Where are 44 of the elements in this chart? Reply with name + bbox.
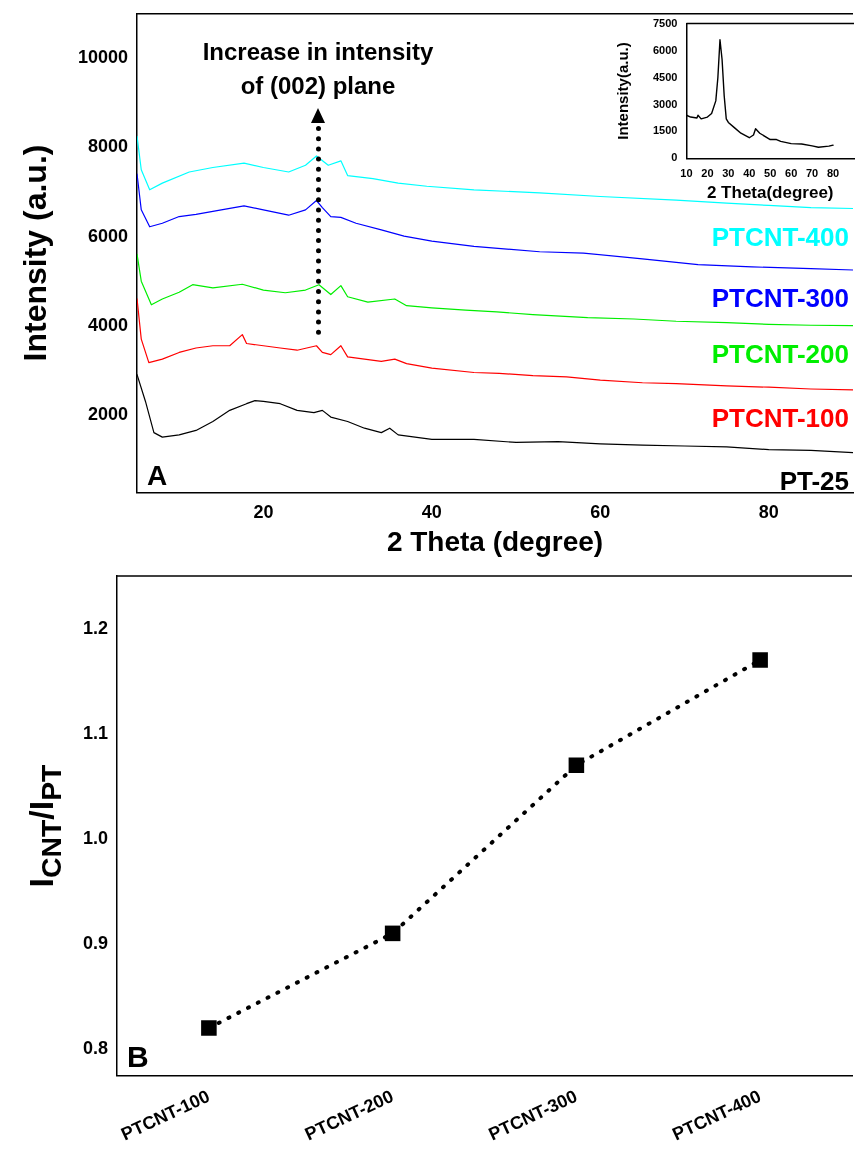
x-tick-label: 40	[743, 167, 756, 180]
y-tick-label: 1500	[652, 124, 678, 137]
y-tick-label: 7500	[652, 16, 678, 29]
y-tick-label: 1.1	[82, 722, 109, 743]
series-label: PTCNT-300	[711, 283, 849, 314]
y-tick-label: 4500	[652, 70, 678, 83]
point	[384, 925, 401, 942]
point	[568, 757, 585, 773]
series-label: PT-25	[779, 465, 849, 496]
y-tick-label: 10000	[77, 47, 129, 68]
y-axis-title: Intensity(a.u.)	[613, 42, 631, 140]
y-tick-label: 6000	[88, 225, 129, 246]
y-tick-label: 0.8	[82, 1037, 109, 1058]
y-tick-label: 1.0	[82, 827, 109, 848]
series-label: PTCNT-200	[711, 338, 849, 369]
y-tick-label: 0	[671, 151, 678, 164]
point	[201, 1020, 217, 1036]
y-tick-label: 2000	[88, 403, 129, 424]
x-tick-label: 70	[805, 167, 819, 180]
y-tick-label: 1.2	[82, 617, 109, 638]
x-tick-label: 20	[701, 167, 714, 180]
x-tick-label: 40	[421, 501, 442, 522]
point	[752, 652, 768, 668]
y-tick-label: 8000	[88, 136, 129, 157]
y-tick-label: 3000	[652, 97, 678, 110]
x-axis-title: 2 Theta (degree)	[386, 525, 604, 557]
x-axis-title: 2 Theta(degree)	[706, 183, 834, 203]
x-tick-label: 80	[826, 167, 840, 180]
x-tick-label: 10	[680, 167, 693, 180]
x-tick-label: 50	[764, 167, 777, 180]
x-tick-label: 20	[253, 501, 274, 522]
annotation: B	[127, 1039, 149, 1073]
annotation: Increase in intensity of (002) plane	[202, 38, 435, 99]
y-tick-label: 4000	[88, 314, 129, 335]
x-tick-label: 60	[785, 167, 798, 180]
x-tick-label: 30	[722, 167, 735, 180]
y-tick-label: 0.9	[82, 932, 109, 953]
x-tick-label: 60	[590, 501, 611, 522]
x-tick-label: 80	[758, 501, 779, 522]
series-label: PTCNT-400	[711, 221, 849, 252]
y-tick-label: 6000	[652, 43, 678, 56]
annotation: A	[147, 459, 168, 491]
series-label: PTCNT-100	[711, 403, 849, 434]
y-axis-title: Intensity (a.u.)	[16, 144, 54, 362]
